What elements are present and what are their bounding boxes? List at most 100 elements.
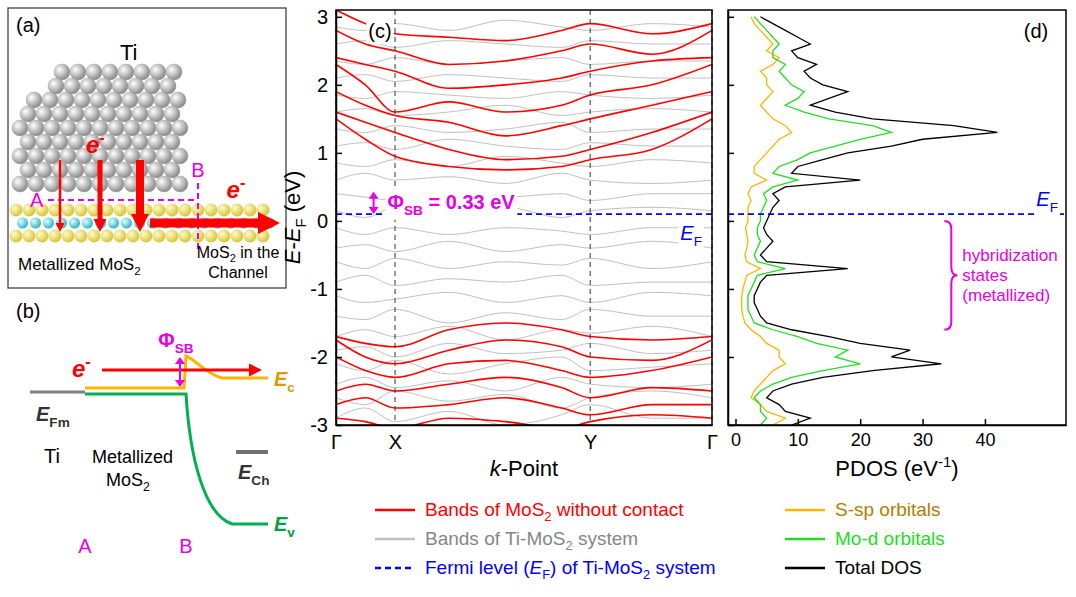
arrow-shaft bbox=[179, 363, 181, 381]
region-label: Channel bbox=[208, 264, 268, 281]
legend-swatch bbox=[785, 509, 825, 512]
channel-level bbox=[236, 450, 268, 454]
annotations: PDOS (eV-1)(d)EFhybridizationstates(meta… bbox=[835, 18, 1060, 481]
tick-label: -2 bbox=[310, 346, 328, 368]
text-part: SB bbox=[404, 203, 423, 218]
ti-atom bbox=[60, 120, 76, 136]
text-part: 2 bbox=[565, 538, 572, 553]
tick-label: -3 bbox=[310, 414, 328, 436]
axis-line bbox=[728, 11, 730, 426]
text-part: e bbox=[86, 131, 99, 158]
text-part: PDOS (eV bbox=[835, 456, 938, 481]
tick: 20 bbox=[851, 419, 871, 450]
band bbox=[336, 112, 712, 160]
text-part: - bbox=[280, 242, 305, 249]
canvas: (a)Tie-e-ABMetallized MoS2MoS2 in theCha… bbox=[0, 0, 1076, 597]
ti-atom bbox=[172, 148, 188, 164]
text-part: MoS bbox=[106, 470, 143, 490]
barrier-arrow bbox=[369, 192, 379, 214]
text-part: Metallized MoS bbox=[18, 255, 134, 274]
ti-atom bbox=[160, 78, 176, 94]
tick bbox=[728, 425, 734, 426]
ti-atom bbox=[58, 92, 74, 108]
ti-atom bbox=[48, 78, 64, 94]
text-part: F bbox=[694, 234, 702, 249]
panel-frame bbox=[8, 8, 286, 288]
s-atom bbox=[49, 230, 62, 243]
axis-title: PDOS (eV-1) bbox=[835, 453, 958, 481]
band bbox=[336, 357, 712, 377]
dos-line bbox=[748, 17, 891, 425]
annotations: k-PointE-EF (eV)(c)ΦSB = 0.33 eVEF bbox=[280, 18, 704, 481]
text-part: E bbox=[280, 249, 305, 264]
interface-a-line bbox=[48, 199, 198, 201]
tick-mark bbox=[336, 153, 342, 155]
text-line: (metallized) bbox=[962, 286, 1050, 305]
tick: 30 bbox=[913, 419, 933, 450]
mo-atom bbox=[82, 218, 93, 229]
ti-atom bbox=[164, 106, 180, 122]
plot-frame bbox=[728, 10, 1066, 425]
tick: 0 bbox=[317, 210, 342, 232]
point-label: B bbox=[179, 535, 192, 557]
panel-letter: (d) bbox=[1024, 20, 1048, 42]
legend-swatch bbox=[785, 538, 825, 541]
text-part: F bbox=[292, 218, 309, 227]
panel-b: (b)e-ΦSBEFmEcEvEChTiMetallizedMoS2AB bbox=[16, 300, 295, 557]
s-atom bbox=[244, 230, 257, 243]
metal-label: Ti bbox=[120, 40, 138, 65]
valence-band bbox=[85, 394, 268, 524]
level-label: Ec bbox=[274, 368, 295, 395]
band bbox=[336, 64, 712, 112]
ti-atom bbox=[116, 162, 132, 178]
arrow-head bbox=[369, 192, 379, 199]
tick bbox=[728, 17, 734, 18]
legend: Bands of MoS2 without contactBands of Ti… bbox=[375, 499, 945, 582]
y-axis bbox=[728, 11, 734, 426]
electron-label: e- bbox=[227, 173, 246, 203]
tick-label: Γ bbox=[707, 431, 718, 453]
ti-atom bbox=[52, 134, 68, 150]
region-label: MoS2 in the bbox=[197, 244, 280, 264]
mo-atom bbox=[17, 218, 28, 229]
ti-atom bbox=[116, 134, 132, 150]
text-part: Fermi level ( bbox=[425, 557, 530, 578]
ti-atom bbox=[68, 134, 84, 150]
ti-atom bbox=[60, 176, 76, 192]
text-part: Φ bbox=[388, 191, 404, 213]
tick: 1 bbox=[317, 142, 342, 164]
text-part: E bbox=[680, 222, 694, 244]
legend-entry: Total DOS bbox=[835, 557, 922, 578]
text-part: E bbox=[1036, 188, 1050, 210]
tick: Γ bbox=[331, 425, 342, 453]
s-atom bbox=[166, 230, 179, 243]
text-part: system bbox=[650, 557, 715, 578]
s-atom bbox=[114, 204, 127, 217]
figure: (a)Tie-e-ABMetallized MoS2MoS2 in theCha… bbox=[0, 0, 1076, 597]
tick-label: 40 bbox=[975, 430, 995, 450]
tick bbox=[728, 85, 734, 86]
ti-atom bbox=[20, 106, 36, 122]
s-atom bbox=[127, 230, 140, 243]
text-part: E bbox=[280, 227, 305, 242]
annotation: ΦSB = 0.33 eV bbox=[388, 191, 516, 218]
band bbox=[336, 92, 712, 136]
tick-mark bbox=[728, 289, 734, 291]
legend-swatch bbox=[375, 509, 415, 512]
region-label: MoS2 bbox=[106, 470, 150, 494]
band bbox=[336, 415, 712, 425]
point-label: A bbox=[30, 189, 44, 211]
ti-atom bbox=[118, 64, 134, 80]
text-part: Channel bbox=[208, 264, 268, 281]
text-part: E bbox=[274, 368, 288, 390]
arrow-shaft bbox=[373, 198, 375, 208]
tick-label: Γ bbox=[331, 431, 342, 453]
axis-line bbox=[337, 425, 713, 427]
text-part: E bbox=[238, 461, 252, 483]
band bbox=[336, 340, 712, 364]
tick: 3 bbox=[317, 6, 342, 28]
injection-arrow bbox=[56, 160, 65, 232]
text-part: Ch bbox=[251, 473, 269, 488]
arrow-head bbox=[369, 207, 379, 214]
axis-line bbox=[336, 11, 338, 426]
